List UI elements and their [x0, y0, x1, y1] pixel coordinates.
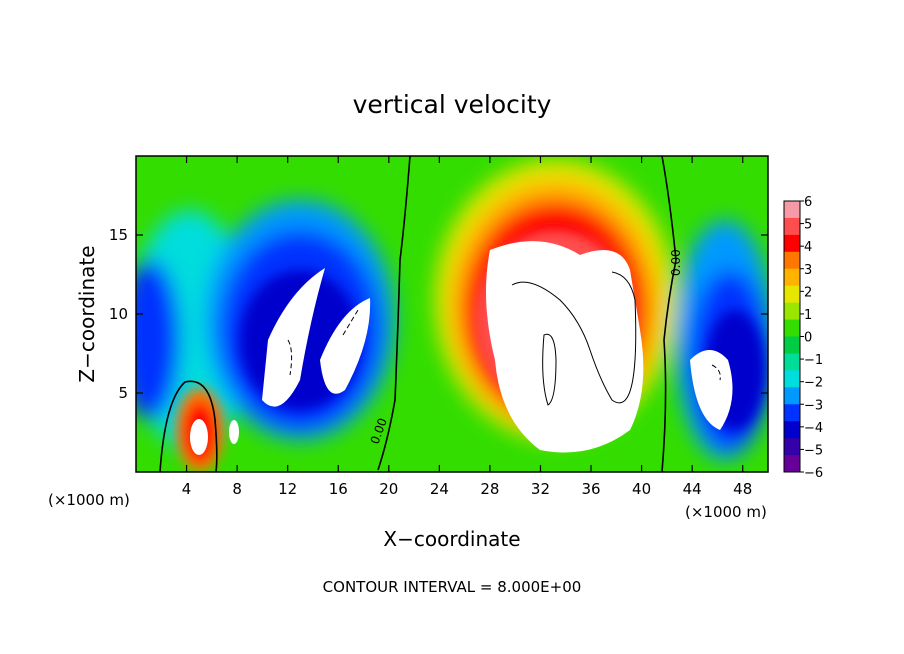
x-tick-label: 32	[531, 480, 550, 498]
colorbar-swatch	[784, 438, 800, 456]
x-tick-label: 24	[430, 480, 449, 498]
colorbar-label: 0	[804, 331, 812, 346]
x-tick-label: 40	[632, 480, 651, 498]
colorbar-swatch	[784, 404, 800, 422]
colorbar: 6 5 4 3 2 1 0 −1 −2 −3 −4 −5 −6	[783, 195, 823, 481]
colorbar-label: 5	[804, 218, 812, 233]
x-axis-label: X−coordinate	[383, 527, 520, 551]
colorbar-label: −1	[804, 353, 823, 368]
contour-dashed	[287, 309, 721, 381]
y-tick-label: 15	[109, 226, 128, 244]
y-ticks: 5 10 15	[109, 226, 768, 402]
x-ticks: 4 8 12 16 20 24 28 32 36 40 44 48	[182, 156, 752, 498]
colorbar-swatch	[784, 319, 800, 337]
contour-label: 0.00	[669, 249, 683, 276]
colorbar-label: 3	[804, 263, 812, 278]
heatmap-field	[136, 156, 768, 472]
x-tick-label: 12	[278, 480, 297, 498]
x-tick-label: 48	[733, 480, 752, 498]
colorbar-swatch	[784, 201, 800, 219]
chart-title: vertical velocity	[353, 90, 552, 119]
colorbar-label: −4	[804, 421, 823, 436]
y-tick-label: 5	[118, 384, 128, 402]
x-unit-right: (×1000 m)	[685, 503, 767, 521]
colorbar-label: 6	[804, 195, 812, 210]
colorbar-label: −2	[804, 376, 823, 391]
x-tick-label: 44	[683, 480, 702, 498]
colorbar-label: 1	[804, 308, 812, 323]
contour-lines	[159, 156, 677, 472]
colorbar-swatch	[784, 336, 800, 354]
colorbar-swatch	[784, 421, 800, 439]
x-tick-label: 28	[480, 480, 499, 498]
colorbar-swatch	[784, 387, 800, 405]
colorbar-swatch	[784, 302, 800, 321]
colorbar-label: 4	[804, 240, 812, 255]
colorbar-swatch	[784, 455, 800, 473]
y-tick-label: 10	[109, 305, 128, 323]
x-tick-label: 8	[232, 480, 242, 498]
x-tick-label: 4	[182, 480, 192, 498]
colorbar-swatch	[784, 370, 800, 388]
colorbar-label: −5	[804, 443, 823, 458]
x-unit-left: (×1000 m)	[48, 491, 130, 509]
colorbar-swatch	[784, 353, 800, 371]
y-axis-label: Z−coordinate	[75, 245, 99, 382]
colorbar-swatch	[784, 285, 800, 304]
colorbar-swatch	[784, 217, 800, 236]
colorbar-swatch	[784, 268, 800, 287]
x-tick-label: 16	[329, 480, 348, 498]
colorbar-swatch	[784, 251, 800, 270]
colorbar-label: −3	[804, 398, 823, 413]
x-tick-label: 36	[581, 480, 600, 498]
colorbar-label: 2	[804, 285, 812, 300]
colorbar-label: −6	[804, 466, 823, 481]
contour-interval-note: CONTOUR INTERVAL = 8.000E+00	[323, 578, 582, 596]
x-tick-label: 20	[379, 480, 398, 498]
colorbar-swatch	[784, 234, 800, 253]
